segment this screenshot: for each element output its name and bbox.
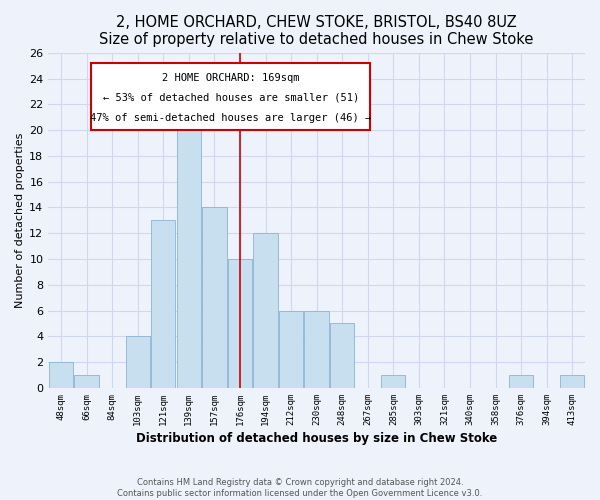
Bar (253, 233, 278, 388)
Bar (125, 336, 150, 388)
Bar (330, 324, 355, 388)
Bar (49, 362, 73, 388)
Bar (228, 259, 252, 388)
Title: 2, HOME ORCHARD, CHEW STOKE, BRISTOL, BS40 8UZ
Size of property relative to deta: 2, HOME ORCHARD, CHEW STOKE, BRISTOL, BS… (100, 15, 534, 48)
Bar (177, 104, 201, 388)
Bar (304, 310, 329, 388)
Bar (74, 375, 99, 388)
Bar (279, 310, 303, 388)
Bar (151, 220, 175, 388)
Bar (202, 208, 227, 388)
X-axis label: Distribution of detached houses by size in Chew Stoke: Distribution of detached houses by size … (136, 432, 497, 445)
Text: Contains HM Land Registry data © Crown copyright and database right 2024.
Contai: Contains HM Land Registry data © Crown c… (118, 478, 482, 498)
Bar (560, 375, 584, 388)
Text: 47% of semi-detached houses are larger (46) →: 47% of semi-detached houses are larger (… (90, 113, 371, 123)
Bar (381, 375, 406, 388)
Text: ← 53% of detached houses are smaller (51): ← 53% of detached houses are smaller (51… (103, 92, 359, 102)
Y-axis label: Number of detached properties: Number of detached properties (15, 132, 25, 308)
Text: 2 HOME ORCHARD: 169sqm: 2 HOME ORCHARD: 169sqm (162, 72, 299, 83)
Bar (509, 375, 533, 388)
FancyBboxPatch shape (91, 63, 370, 130)
